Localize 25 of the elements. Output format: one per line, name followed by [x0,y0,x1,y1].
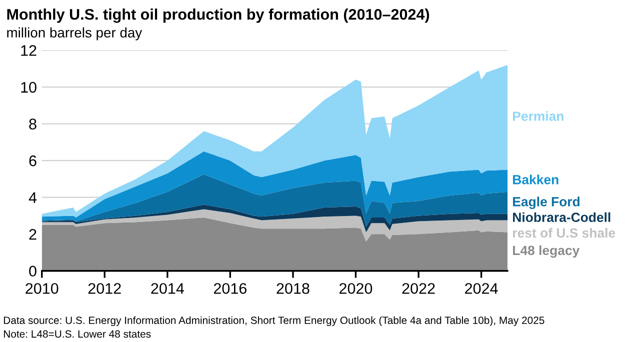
y-tick-label: 12 [21,45,36,56]
x-tick-label: 2012 [88,283,121,294]
x-tick-label: 2010 [26,283,58,294]
series-label: L48 legacy [513,245,580,258]
y-tick-label: 10 [21,82,36,93]
x-tick-label: 2020 [340,283,372,294]
text: Note: L48=U.S. Lower 48 states [4,330,151,338]
series-label: Niobrara-Codell [513,212,610,222]
x-tick-label: 2018 [276,283,310,294]
y-tick-label: 6 [29,155,36,166]
x-tick-label: 2024 [465,283,498,294]
y-tick-label: 4 [28,192,37,203]
source-note: Data source: U.S. Energy Information Administration, Short Term Energy Outlook (Table 4a and Table 10b), May 2025 [4,316,544,326]
y-axis-title: million barrels per day [7,27,142,40]
series-label: Bakken [513,174,558,184]
x-tick-label: 2022 [402,283,435,294]
y-tick-label: 8 [29,118,36,130]
series-label: Eagle Ford [513,196,580,210]
y-tick-label: 0 [29,266,36,277]
chart-title: Monthly U.S. tight oil production by formation (2010–2024) [7,8,430,23]
series-label: Permian [513,111,564,121]
x-tick-label: 2016 [214,283,246,294]
x-tick-label: 2014 [151,283,184,294]
series-label: rest of U.S shale [513,228,616,238]
y-tick-label: 2 [29,228,36,240]
